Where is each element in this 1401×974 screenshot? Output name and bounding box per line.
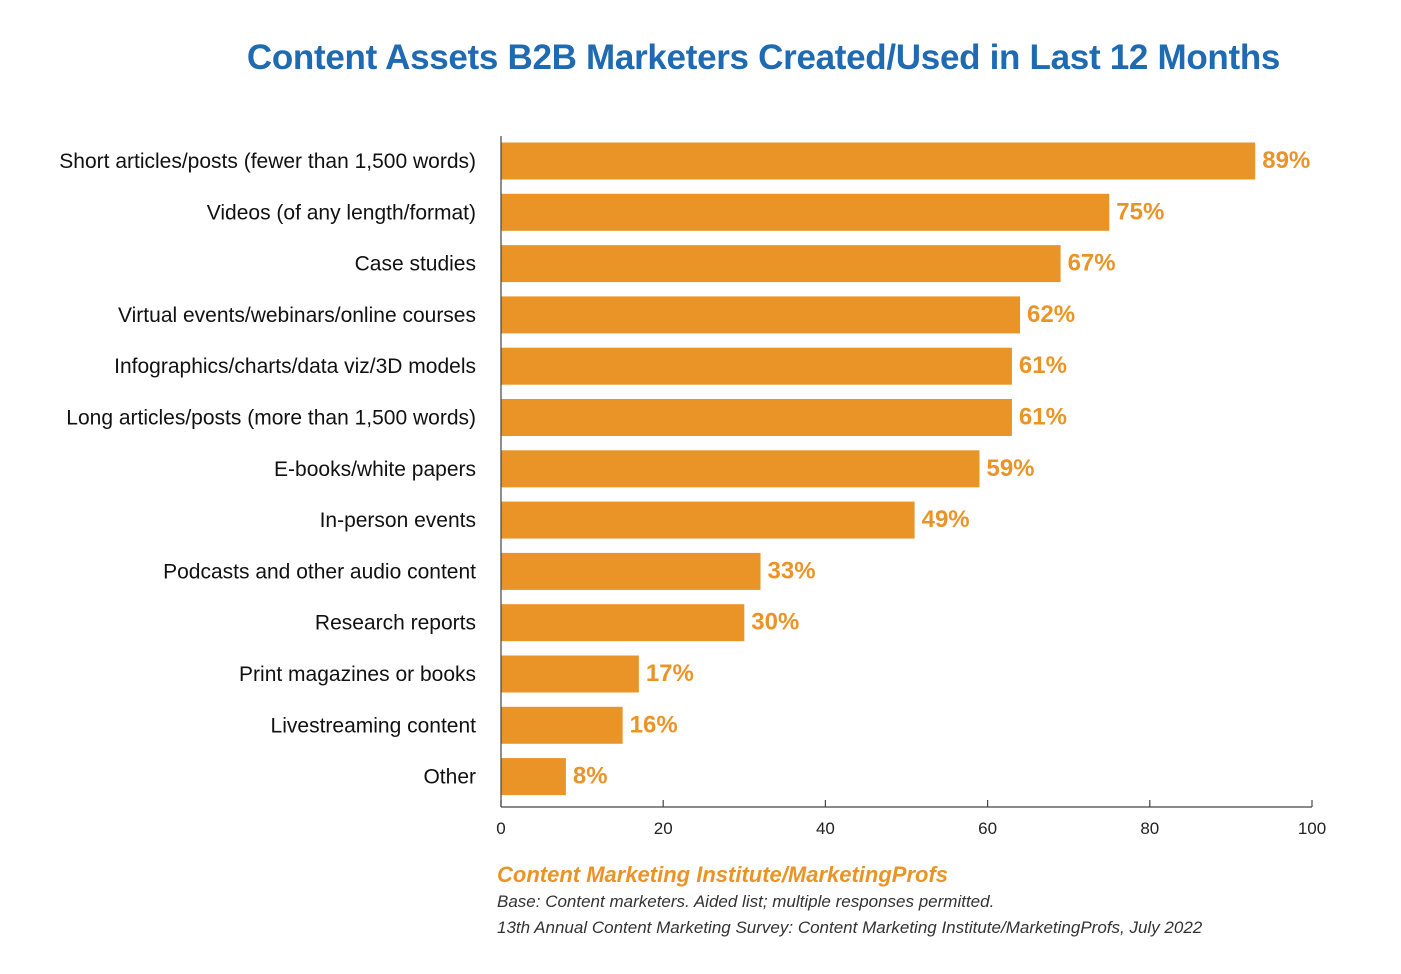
value-label: 61%: [1019, 404, 1067, 431]
bar: [501, 552, 761, 590]
value-label: 16%: [630, 711, 678, 738]
value-label: 49%: [922, 506, 970, 533]
bar: [501, 604, 745, 642]
bar: [501, 296, 1021, 334]
bar: [501, 142, 1256, 180]
value-label: 62%: [1027, 301, 1075, 328]
survey-note: 13th Annual Content Marketing Survey: Co…: [497, 918, 1203, 937]
category-label: Other: [423, 766, 476, 789]
x-tick-label: 40: [816, 819, 835, 838]
value-label: 75%: [1116, 198, 1164, 225]
base-note: Base: Content marketers. Aided list; mul…: [497, 892, 995, 911]
category-label: Long articles/posts (more than 1,500 wor…: [66, 407, 476, 430]
category-label: Podcasts and other audio content: [163, 560, 476, 583]
x-tick-label: 100: [1298, 819, 1326, 838]
bar: [501, 399, 1012, 436]
bar: [501, 655, 639, 693]
chart-footer: Content Marketing Institute/MarketingPro…: [497, 862, 1202, 944]
bar: [501, 193, 1110, 231]
chart-title: Content Assets B2B Marketers Created/Use…: [246, 38, 1281, 77]
value-label: 61%: [1019, 352, 1067, 379]
source-credit: Content Marketing Institute/MarketingPro…: [497, 862, 949, 887]
bar: [501, 450, 980, 488]
bar-chart: Short articles/posts (fewer than 1,500 w…: [59, 136, 1326, 838]
x-tick-label: 60: [978, 819, 997, 838]
value-label: 17%: [646, 660, 694, 687]
category-label: Case studies: [355, 253, 476, 276]
bar: [501, 501, 915, 539]
x-tick-label: 0: [496, 819, 505, 838]
bar: [501, 245, 1061, 283]
bar: [501, 706, 623, 744]
bar: [501, 758, 566, 796]
category-label: Research reports: [315, 612, 476, 635]
x-tick-label: 20: [654, 819, 673, 838]
category-label: Print magazines or books: [239, 663, 476, 686]
x-tick-label: 80: [1140, 819, 1159, 838]
value-label: 59%: [986, 455, 1034, 482]
value-label: 8%: [573, 763, 608, 790]
category-label: In-person events: [320, 509, 476, 532]
value-label: 33%: [768, 557, 816, 584]
category-label: Livestreaming content: [271, 714, 477, 737]
category-label: E-books/white papers: [274, 458, 476, 481]
category-label: Virtual events/webinars/online courses: [118, 304, 476, 327]
value-label: 30%: [751, 609, 799, 636]
category-label: Short articles/posts (fewer than 1,500 w…: [59, 150, 476, 173]
category-label: Videos (of any length/format): [207, 201, 476, 224]
category-label: Infographics/charts/data viz/3D models: [114, 355, 476, 378]
value-label: 89%: [1262, 147, 1310, 174]
value-label: 67%: [1068, 250, 1116, 277]
bar: [501, 347, 1012, 385]
